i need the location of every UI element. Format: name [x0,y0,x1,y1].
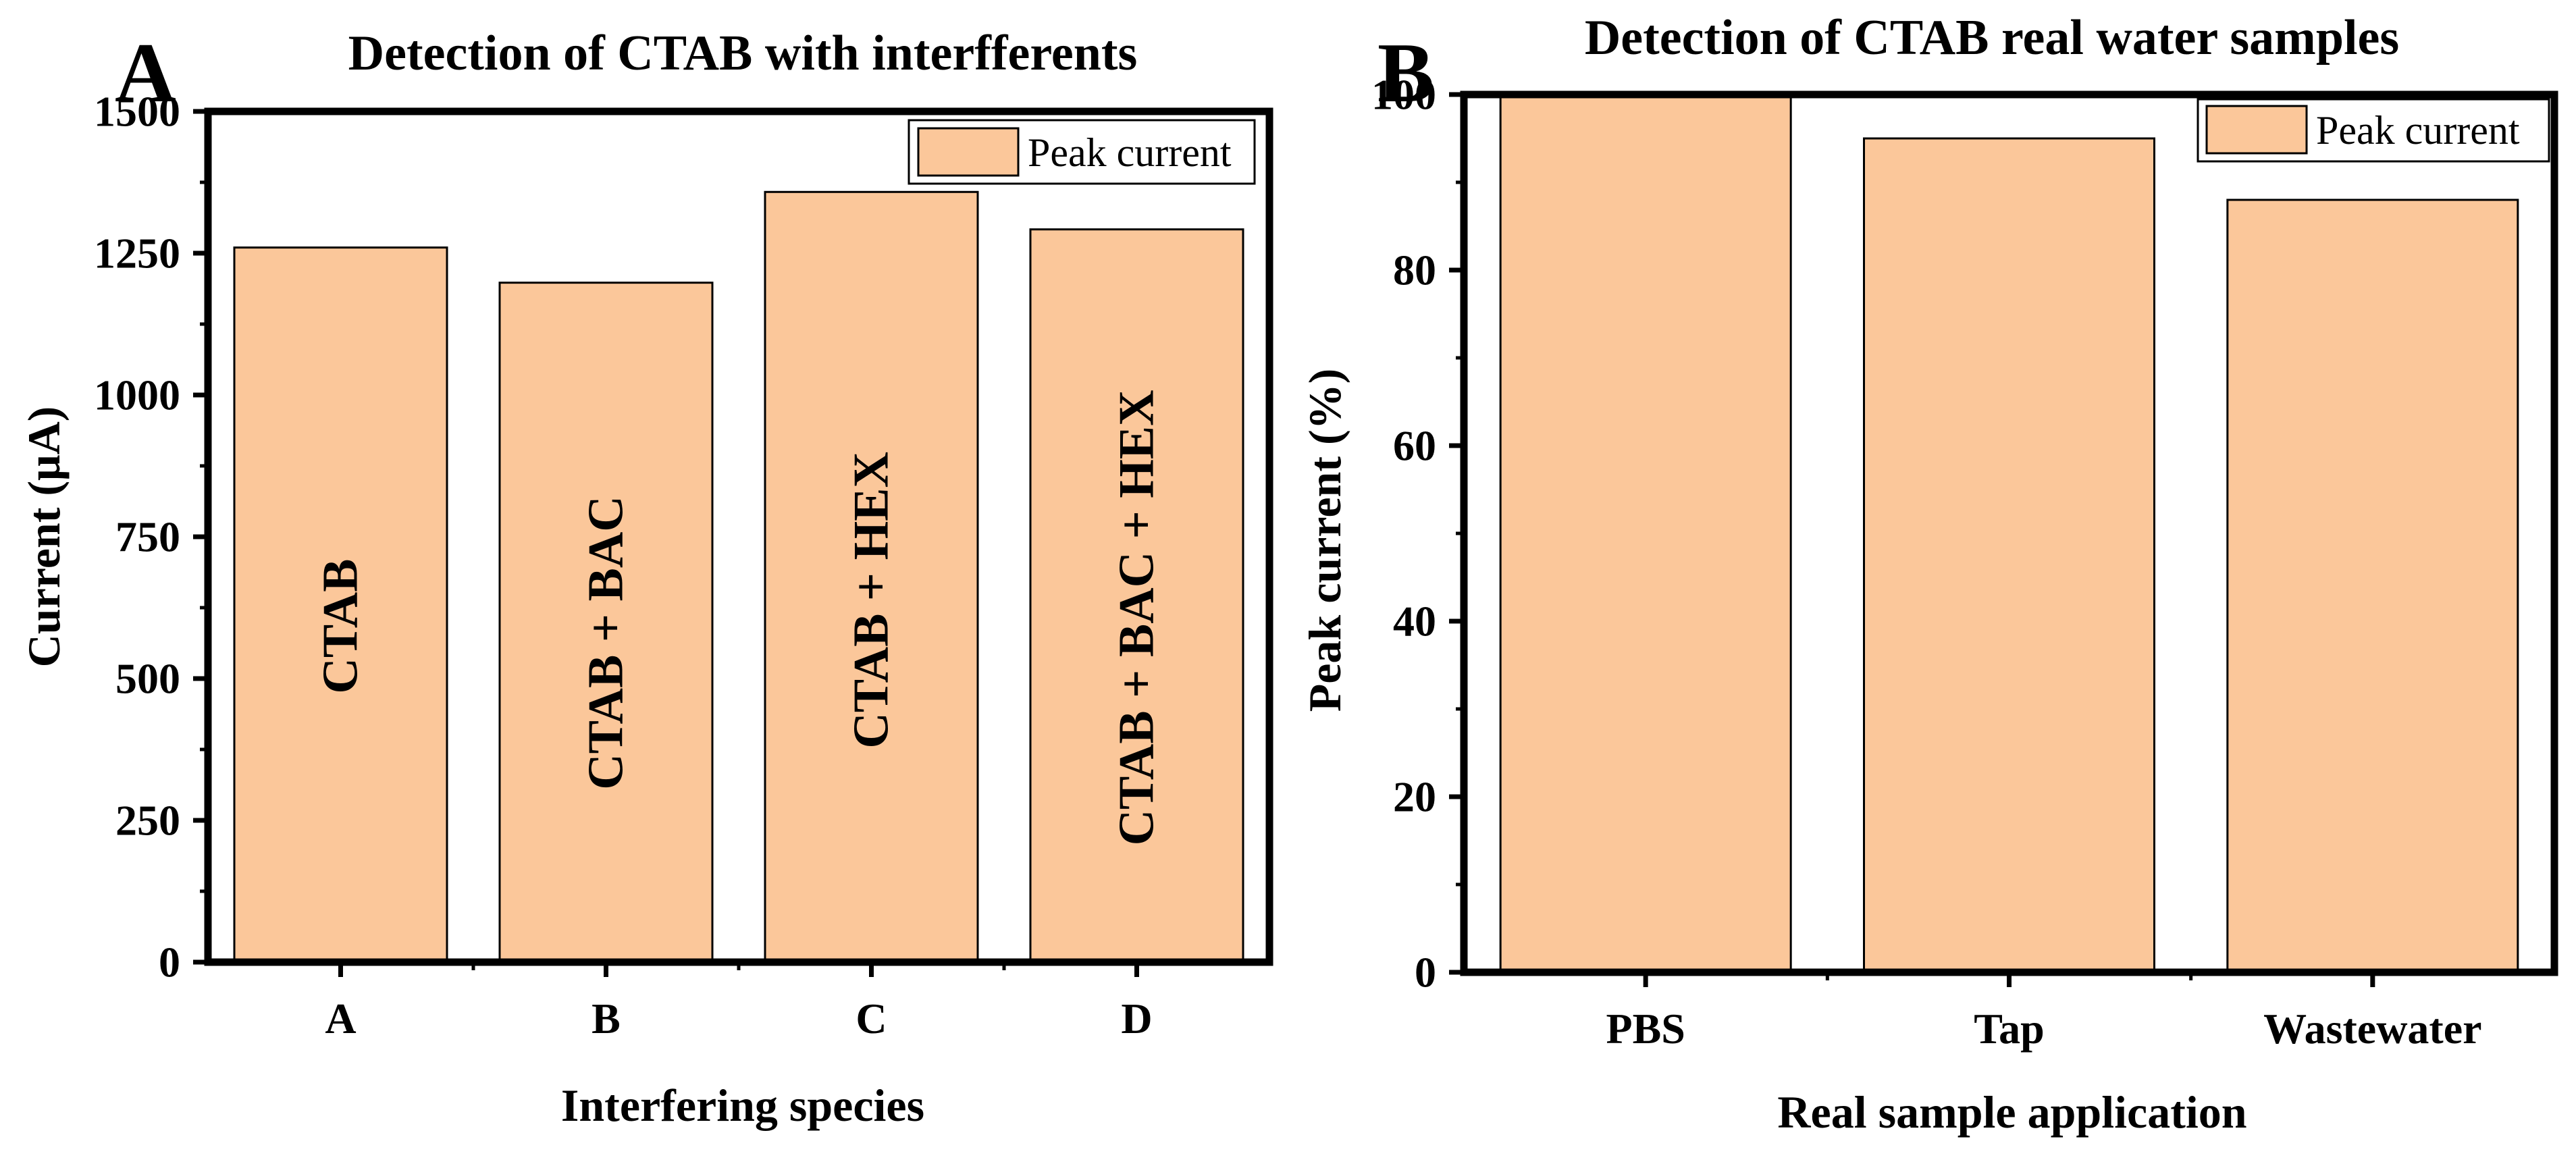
panel-b-y-axis-label: Peak current (%) [1299,369,1350,712]
panel-b-legend: Peak current [2197,98,2550,163]
panel-b-x-axis-label: Real sample application [1777,1086,2246,1138]
panel-b-legend-label: Peak current [2316,108,2520,153]
panel-b-bars [1499,93,2519,974]
panel-a-title: Detection of CTAB with interfferents [348,26,1138,81]
panel-b-y-ticks: 0 20 40 60 80 100 [1371,71,1464,997]
panel-b-x-tick-label-1: PBS [1606,1005,1685,1053]
panel-a-x-tick-label-1: A [325,995,356,1042]
panel-b-y-tick-label-2: 20 [1393,773,1436,821]
panel-b-y-tick-label-4: 60 [1393,422,1436,470]
panel-b-legend-swatch [2205,105,2308,155]
panel-a-legend-label: Peak current [1028,130,1232,175]
panel-a-y-tick-label-1: 0 [159,939,180,986]
panel-a-y-tick-label-3: 500 [115,655,180,703]
panel-b-bar-1 [1499,93,1792,974]
panel-a-y-tick-label-4: 750 [115,513,180,561]
panel-a-y-tick-label-2: 250 [115,797,180,845]
panel-a-bar-label-3: CTAB + HEX [844,452,899,749]
panel-a-bar-label-1: CTAB [313,558,369,693]
panel-a-bar-label-2: CTAB + BAC [579,496,634,790]
panel-a-bar-3 [764,190,979,963]
panel-a-x-tick-label-3: C [856,995,887,1042]
panel-a-bar-1 [233,246,448,963]
panel-a-x-tick-label-4: D [1121,995,1152,1042]
panel-a-y-axis-label: Current (μA) [18,406,70,668]
panel-b-x-tick-label-2: Tap [1974,1005,2044,1053]
panel-a-letter: A [115,26,176,120]
panel-a-legend: Peak current [908,119,1256,185]
panel-a-bar-2 [498,282,714,963]
panel-a-bars [233,190,1244,963]
panel-a-x-tick-label-2: B [592,995,621,1042]
panel-a: A Detection of CTAB with interfferents C… [18,26,1273,1131]
panel-b-y-tick-label-3: 40 [1393,598,1436,645]
panel-b-y-tick-label-5: 80 [1393,246,1436,294]
panel-b-bar-2 [1863,137,2155,974]
panel-a-bar-4 [1029,228,1244,963]
panel-b-x-tick-label-3: Wastewater [2263,1005,2481,1053]
panel-a-legend-swatch [917,127,1020,177]
panel-b: B Detection of CTAB real water samples 0… [1299,10,2558,1138]
panel-b-title: Detection of CTAB real water samples [1585,10,2399,65]
panel-a-y-tick-label-5: 1000 [94,371,180,419]
panel-a-bar-label-4: CTAB + BAC + HEX [1109,390,1165,845]
panel-a-bar-labels: CTAB CTAB + BAC CTAB + HEX CTAB + BAC + HEX [313,390,1165,845]
panel-b-x-ticks: PBS Tap Wastewater [1606,972,2482,1053]
panel-a-y-ticks: 0 250 500 750 1000 1250 1500 [94,88,208,986]
panel-b-bar-3 [2226,199,2519,974]
panel-a-x-ticks: A B C D [325,962,1153,1042]
panel-b-y-tick-label-1: 0 [1415,949,1436,997]
panel-b-letter: B [1377,26,1434,120]
panel-b-y-tick-label-6: 100 [1371,71,1436,119]
panel-a-y-tick-label-6: 1250 [94,230,180,278]
panel-a-y-tick-label-7: 1500 [94,88,180,136]
panel-a-x-axis-label: Interfering species [561,1080,924,1131]
